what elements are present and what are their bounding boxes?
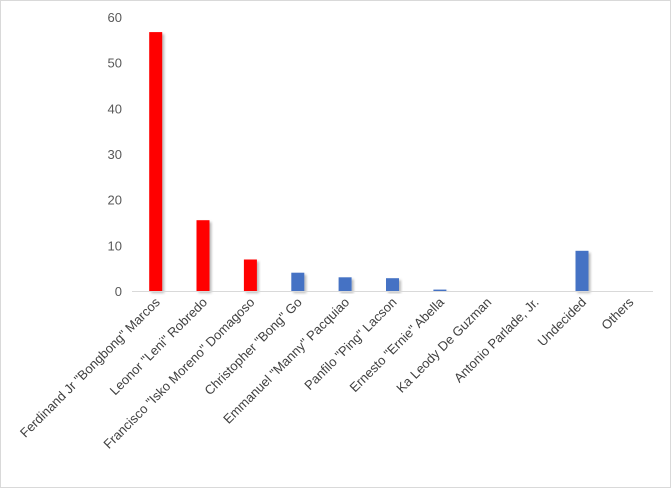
bar	[386, 278, 399, 291]
x-category-label: Ernesto "Ernie" Abella	[347, 294, 448, 395]
x-category-label: Antonio Parlade, Jr.	[451, 295, 542, 386]
y-tick-label: 0	[115, 284, 122, 299]
y-tick-label: 30	[108, 147, 122, 162]
x-category-label: Undecided	[535, 295, 590, 350]
bar	[433, 289, 447, 291]
x-category-label: Others	[598, 294, 637, 333]
bar	[575, 250, 589, 291]
bar	[243, 259, 257, 291]
y-tick-label: 60	[108, 10, 122, 25]
y-tick-label: 40	[108, 101, 122, 116]
bar	[149, 32, 163, 291]
bars	[149, 32, 589, 291]
bar	[291, 272, 305, 291]
x-category-label: Panfilo "Ping" Lacson	[301, 295, 399, 393]
y-tick-label: 10	[108, 238, 122, 253]
y-axis-labels: 0 10 20 30 40 50 60	[108, 10, 122, 299]
y-tick-label: 20	[108, 193, 122, 208]
y-tick-label: 50	[108, 56, 122, 71]
bar	[196, 220, 210, 291]
bar	[338, 277, 352, 291]
